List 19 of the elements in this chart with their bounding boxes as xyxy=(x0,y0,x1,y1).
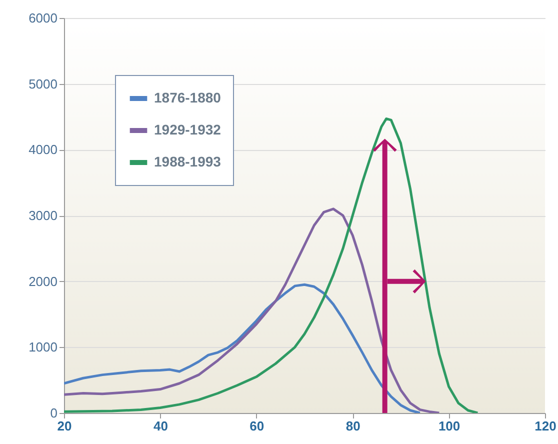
line-series xyxy=(64,208,440,413)
x-tick-label: 120 xyxy=(534,418,556,434)
legend-label: 1876-1880 xyxy=(154,90,222,106)
y-tick-label: 0 xyxy=(50,406,58,420)
x-tick-label: 40 xyxy=(153,418,168,434)
y-tick-label: 3000 xyxy=(28,208,58,223)
y-tick-label: 1000 xyxy=(28,340,58,355)
line-series xyxy=(64,283,422,413)
x-tick-label: 60 xyxy=(250,418,264,434)
y-tick-label: 5000 xyxy=(28,76,58,92)
x-tick-label: 100 xyxy=(438,418,460,434)
legend-label: 1988-1993 xyxy=(154,154,222,170)
x-tick-label: 80 xyxy=(346,418,360,434)
line-series xyxy=(64,117,479,413)
y-tick-label: 6000 xyxy=(28,10,58,26)
x-tick-label: 20 xyxy=(57,418,72,434)
legend-label: 1929-1932 xyxy=(154,122,222,138)
y-tick-label: 4000 xyxy=(28,142,58,158)
y-tick-label: 2000 xyxy=(28,274,58,289)
